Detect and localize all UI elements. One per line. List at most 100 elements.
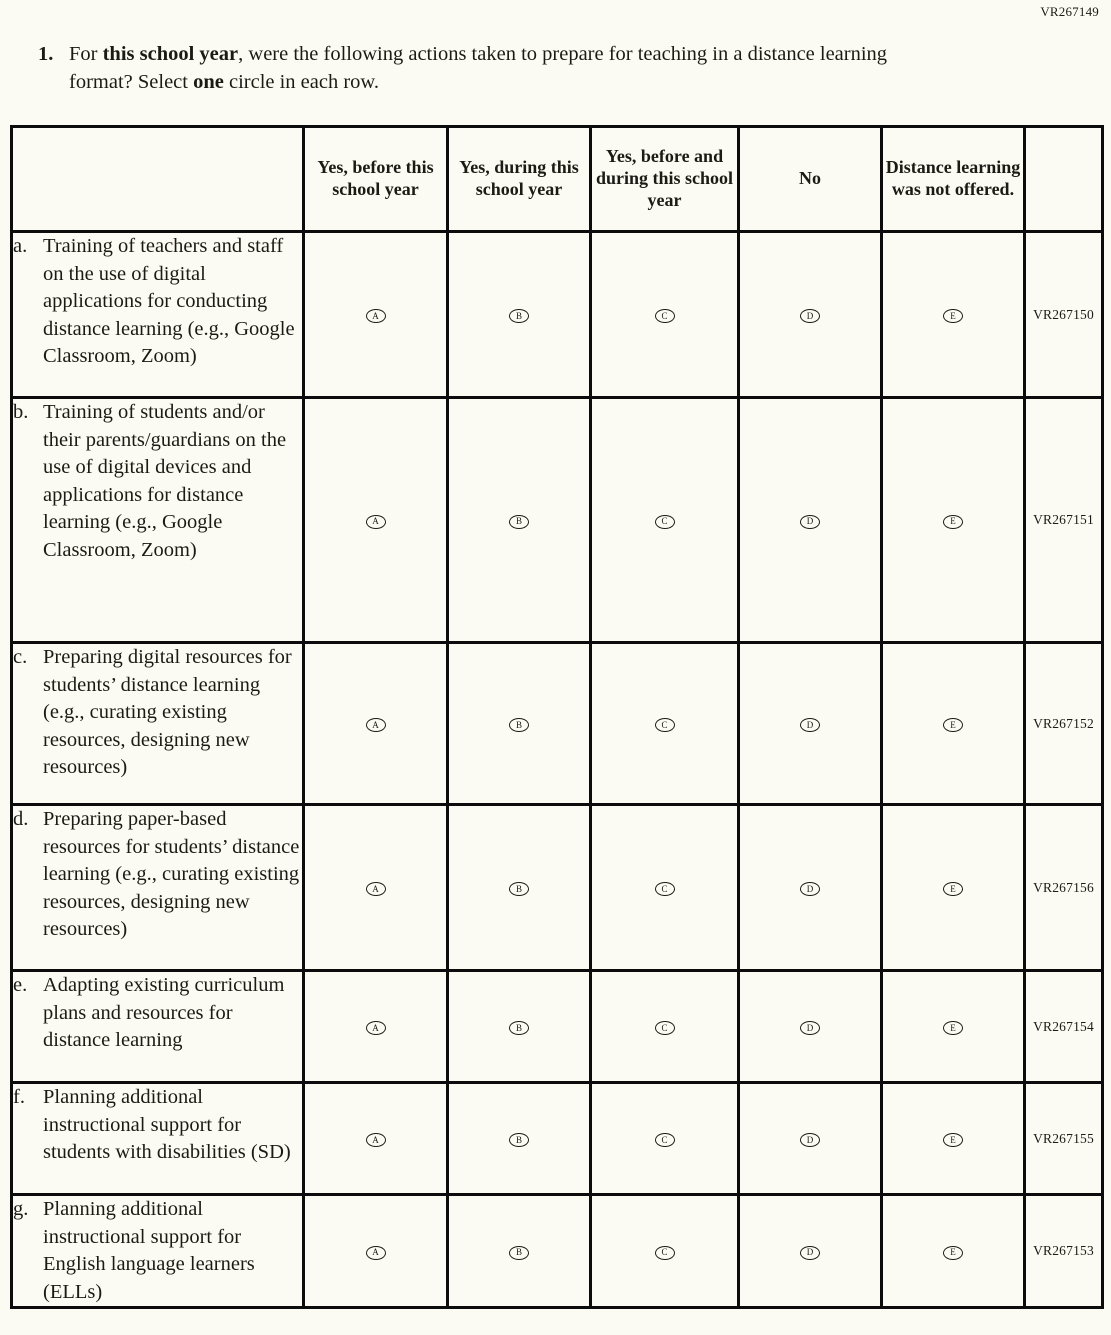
option-circle-c[interactable]: C: [654, 718, 675, 732]
row-code: VR267150: [1023, 230, 1104, 399]
option-cell: C: [589, 641, 740, 806]
option-cell: D: [737, 230, 883, 399]
option-circle-e[interactable]: E: [943, 882, 963, 896]
option-cell: E: [880, 641, 1026, 806]
header-yes-before-and-during: Yes, before and during this school year: [589, 125, 740, 233]
question-text-part: circle in each row.: [223, 71, 380, 94]
option-cell: A: [302, 230, 449, 399]
option-circle-a[interactable]: A: [365, 1245, 386, 1260]
row-label-cell: a. Training of teachers and staff on the…: [10, 230, 305, 399]
header-yes-during-this-school-year: Yes, during this school year: [446, 125, 592, 233]
option-cell: B: [446, 230, 592, 399]
option-circle-a[interactable]: A: [365, 882, 386, 896]
option-circle-b[interactable]: B: [509, 718, 529, 732]
option-cell: C: [589, 803, 740, 972]
option-circle-d[interactable]: D: [800, 309, 820, 323]
row-label-cell: c. Preparing digital resources for stude…: [10, 641, 305, 806]
option-circle-e[interactable]: E: [943, 1133, 963, 1147]
option-circle-c[interactable]: C: [654, 309, 675, 323]
option-circle-a[interactable]: A: [365, 1133, 386, 1147]
row-letter: e.: [13, 974, 28, 996]
option-circle-a[interactable]: A: [365, 309, 386, 323]
row-label-cell: g. Planning additional instructional sup…: [10, 1192, 305, 1310]
row-code: VR267154: [1023, 969, 1104, 1084]
header-code-column: [1023, 125, 1104, 233]
option-cell: C: [589, 1081, 740, 1196]
option-cell: E: [880, 969, 1026, 1084]
option-cell: C: [589, 969, 740, 1084]
option-circle-b[interactable]: B: [509, 882, 529, 896]
header-no: No: [737, 125, 883, 233]
row-text: Training of teachers and staff on the us…: [43, 235, 295, 368]
row-text: Preparing paper-based resources for stud…: [43, 808, 300, 941]
option-cell: A: [302, 803, 449, 972]
question-text-bold: this school year: [102, 43, 239, 65]
row-text: Training of students and/or their parent…: [43, 401, 287, 561]
option-cell: A: [302, 1192, 449, 1310]
response-grid: Yes, before this school year Yes, during…: [10, 125, 1104, 1310]
option-circle-d[interactable]: D: [800, 514, 820, 529]
option-circle-d[interactable]: D: [800, 1133, 820, 1147]
row-letter: f.: [13, 1086, 25, 1108]
row-text: Adapting existing curriculum plans and r…: [43, 974, 285, 1052]
option-circle-a[interactable]: A: [365, 718, 386, 732]
option-circle-c[interactable]: C: [654, 1133, 675, 1147]
question-block: 1. For this school year, were the follow…: [38, 40, 938, 97]
option-cell: E: [880, 396, 1026, 644]
option-cell: E: [880, 803, 1026, 972]
row-text: Preparing digital resources for students…: [43, 646, 292, 779]
option-circle-c[interactable]: C: [654, 1021, 675, 1035]
option-cell: D: [737, 803, 883, 972]
row-code: VR267156: [1023, 803, 1104, 972]
option-cell: E: [880, 1192, 1026, 1310]
row-code: VR267155: [1023, 1081, 1104, 1196]
option-cell: A: [302, 969, 449, 1084]
table-row-d: d. Preparing paper-based resources for s…: [10, 803, 1104, 972]
question-text: For this school year, were the following…: [69, 40, 938, 97]
option-circle-e[interactable]: E: [943, 1245, 963, 1260]
table-row-g: g. Planning additional instructional sup…: [10, 1192, 1104, 1310]
option-cell: E: [880, 230, 1026, 399]
option-circle-c[interactable]: C: [654, 882, 675, 896]
option-cell: D: [737, 1081, 883, 1196]
row-label-cell: d. Preparing paper-based resources for s…: [10, 803, 305, 972]
option-cell: A: [302, 396, 449, 644]
row-label-cell: f. Planning additional instructional sup…: [10, 1081, 305, 1196]
table-row-f: f. Planning additional instructional sup…: [10, 1081, 1104, 1196]
option-circle-d[interactable]: D: [800, 1245, 820, 1260]
question-number: 1.: [38, 43, 54, 65]
table-row-c: c. Preparing digital resources for stude…: [10, 641, 1104, 806]
row-code: VR267152: [1023, 641, 1104, 806]
option-circle-b[interactable]: B: [509, 1133, 529, 1147]
option-circle-e[interactable]: E: [943, 1021, 963, 1035]
header-distance-learning-not-offered: Distance learning was not offered.: [880, 125, 1026, 233]
option-cell: E: [880, 1081, 1026, 1196]
option-circle-a[interactable]: A: [365, 514, 386, 529]
option-circle-e[interactable]: E: [943, 514, 963, 529]
question-text-part: For: [69, 43, 103, 65]
option-cell: C: [589, 396, 740, 644]
option-circle-d[interactable]: D: [800, 718, 820, 732]
option-circle-d[interactable]: D: [800, 882, 820, 896]
option-cell: B: [446, 1081, 592, 1196]
option-cell: B: [446, 969, 592, 1084]
option-circle-e[interactable]: E: [943, 718, 963, 732]
option-circle-c[interactable]: C: [654, 1245, 675, 1260]
option-circle-b[interactable]: B: [509, 1245, 529, 1260]
option-circle-b[interactable]: B: [509, 309, 529, 323]
option-cell: D: [737, 1192, 883, 1310]
option-cell: D: [737, 969, 883, 1084]
option-circle-c[interactable]: C: [654, 514, 675, 529]
row-letter: d.: [13, 808, 29, 830]
option-circle-b[interactable]: B: [509, 514, 529, 529]
question-text-bold: one: [193, 71, 224, 94]
option-circle-b[interactable]: B: [509, 1021, 529, 1035]
option-circle-e[interactable]: E: [943, 309, 963, 323]
option-cell: A: [302, 1081, 449, 1196]
option-circle-d[interactable]: D: [800, 1021, 820, 1035]
table-row-e: e. Adapting existing curriculum plans an…: [10, 969, 1104, 1084]
option-cell: B: [446, 803, 592, 972]
option-cell: C: [589, 1192, 740, 1310]
option-circle-a[interactable]: A: [365, 1021, 386, 1035]
option-cell: B: [446, 641, 592, 806]
